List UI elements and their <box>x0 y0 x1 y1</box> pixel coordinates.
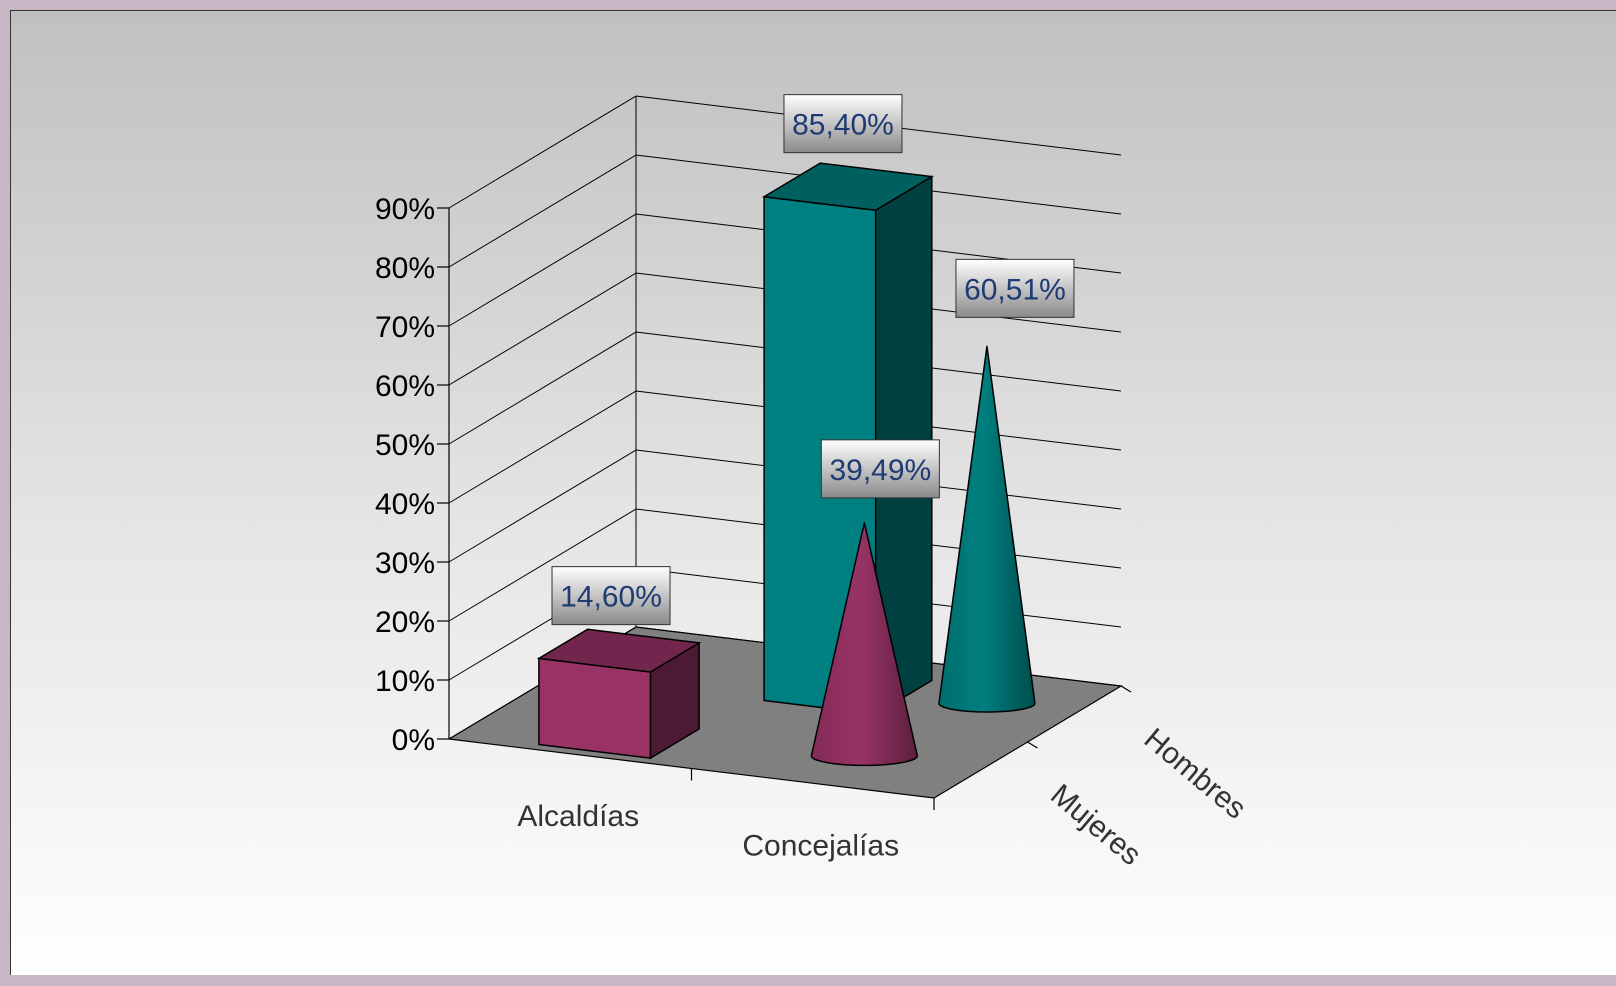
cone-hombres-concejalias-body <box>938 345 1036 713</box>
value-label-box <box>820 439 940 499</box>
bar-mujeres-alcaldias-top <box>536 628 702 673</box>
value-label: 85,40% <box>792 109 894 142</box>
gridline-side <box>448 95 637 209</box>
gridline-side <box>448 449 637 563</box>
z-tick <box>1120 685 1132 693</box>
value-label: 60,51% <box>964 273 1066 306</box>
series-label: Hombres <box>1138 722 1252 826</box>
chart-frame: 0% 10% 20% 30% 40% 50% 60% 70% 80% 90% Alcaldías Co… <box>10 10 1616 975</box>
value-label-box <box>783 94 903 154</box>
cone-mujeres-concejalias-body <box>810 522 919 767</box>
gridline-side <box>448 508 637 622</box>
y-tick-label: 50% <box>375 429 435 462</box>
value-label-box <box>551 566 671 626</box>
y-tick-label: 20% <box>375 606 435 639</box>
chart-3d: 0% 10% 20% 30% 40% 50% 60% 70% 80% 90% Alcaldías Co… <box>375 94 1252 872</box>
y-tick-label: 90% <box>375 193 435 226</box>
gridline-side <box>448 213 637 327</box>
y-tick-label: 30% <box>375 547 435 580</box>
cone-hombres-concejalias <box>938 345 1036 713</box>
value-label: 39,49% <box>829 454 931 487</box>
series-label: Mujeres <box>1044 778 1147 872</box>
bar-mujeres-alcaldias <box>536 628 702 760</box>
gridline-side <box>448 331 637 445</box>
gridline-side <box>448 390 637 504</box>
y-tick-label: 60% <box>375 370 435 403</box>
category-label: Alcaldías <box>517 800 639 833</box>
y-tick-label: 40% <box>375 488 435 521</box>
value-label: 14,60% <box>560 581 662 614</box>
gridline-side <box>448 154 637 268</box>
y-tick-label: 70% <box>375 311 435 344</box>
y-tick-label: 10% <box>375 665 435 698</box>
category-label: Concejalías <box>742 829 899 862</box>
y-tick-label: 0% <box>392 724 435 757</box>
y-tick-label: 80% <box>375 252 435 285</box>
bar-mujeres-alcaldias-front <box>538 657 652 759</box>
gridline-side <box>448 272 637 386</box>
z-tick <box>1027 741 1038 749</box>
value-label-box <box>955 258 1075 318</box>
bar-hombres-alcaldias-top <box>761 162 935 211</box>
cone-mujeres-concejalias <box>810 522 919 767</box>
